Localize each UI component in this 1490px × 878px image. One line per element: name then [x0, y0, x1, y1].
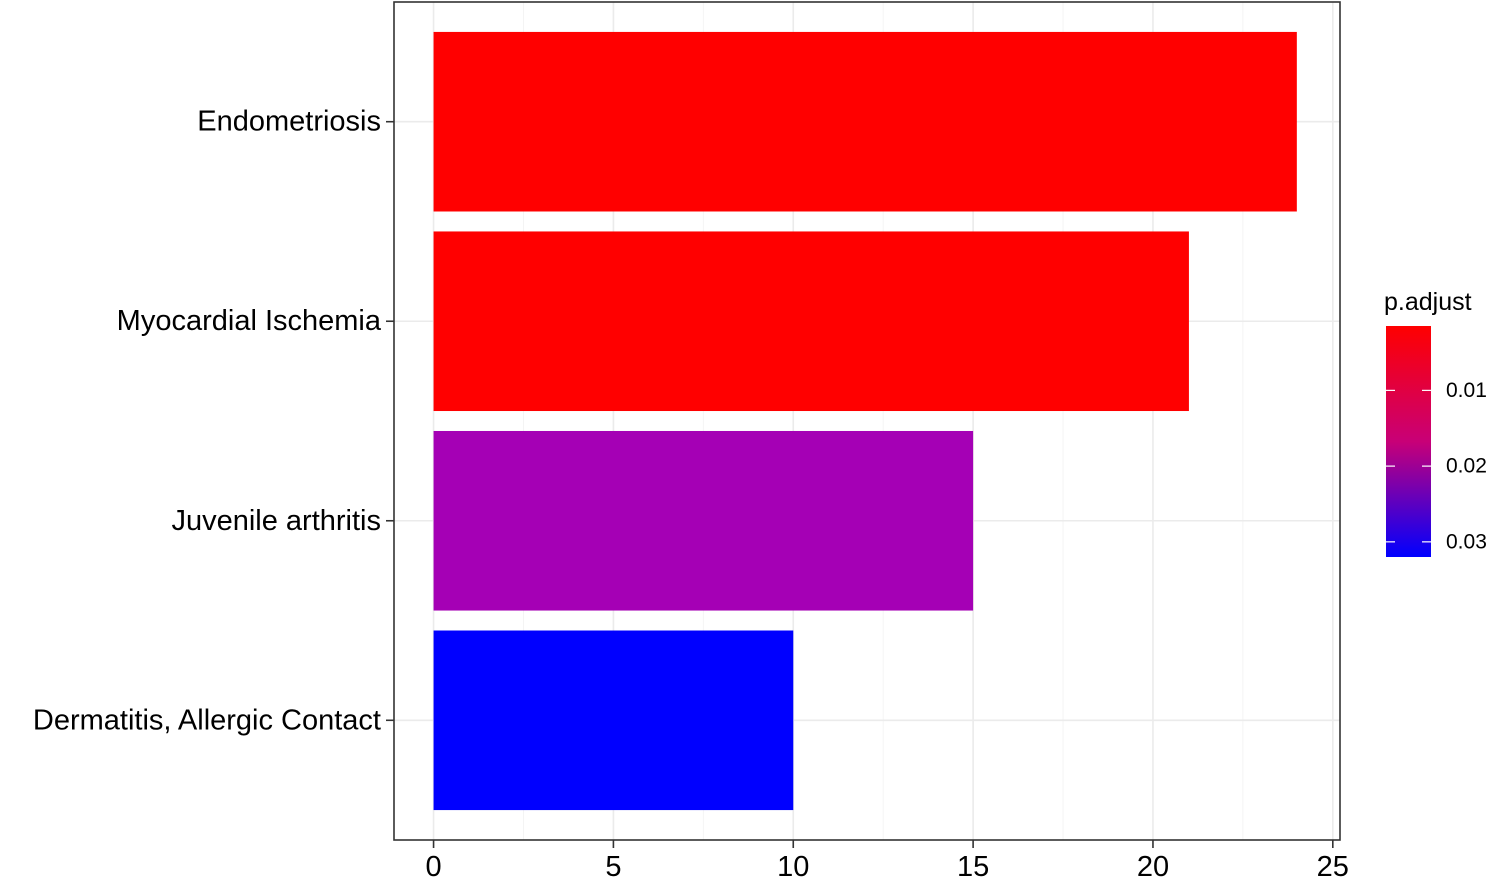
legend: p.adjust 0.01 0.02 0.03 — [1384, 288, 1487, 557]
bar — [433, 231, 1189, 412]
bar — [433, 31, 1297, 212]
y-axis: Endometriosis Myocardial Ischemia Juvenile… — [33, 106, 394, 736]
x-tick-label: 25 — [1317, 851, 1349, 878]
legend-tick-label: 0.01 — [1446, 379, 1487, 402]
y-tick-label: Dermatitis, Allergic Contact — [33, 704, 381, 736]
y-tick-label: Endometriosis — [197, 106, 381, 138]
bar — [433, 430, 974, 611]
legend-colorbar — [1386, 326, 1431, 557]
x-tick-label: 0 — [425, 851, 441, 878]
x-tick-label: 20 — [1137, 851, 1169, 878]
x-tick-label: 5 — [605, 851, 621, 878]
x-tick-label: 15 — [957, 851, 989, 878]
legend-title: p.adjust — [1384, 288, 1472, 316]
legend-tick-label: 0.03 — [1446, 530, 1487, 553]
y-tick-label: Juvenile arthritis — [171, 505, 381, 537]
x-axis: 0 5 10 15 20 25 — [425, 840, 1349, 878]
panel-border — [393, 1, 1341, 841]
legend-tick-label: 0.02 — [1446, 455, 1487, 478]
bars — [433, 31, 1297, 811]
bar — [433, 630, 794, 811]
y-tick-label: Myocardial Ischemia — [117, 305, 382, 337]
x-tick-label: 10 — [777, 851, 809, 878]
